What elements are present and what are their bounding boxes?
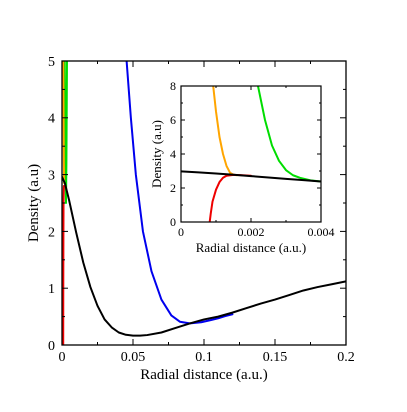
main-y-tick-label: 2 xyxy=(48,225,55,240)
main-series-line-3 xyxy=(62,184,65,345)
inset-x-tick-label: 0.002 xyxy=(238,225,265,239)
inset-y-tick-label: 0 xyxy=(170,215,176,229)
inset-y-tick-label: 2 xyxy=(170,181,176,195)
main-y-tick-label: 3 xyxy=(48,169,55,184)
inset-y-tick-label: 4 xyxy=(170,147,176,161)
inset-series-group xyxy=(181,86,321,222)
inset-x-tick-label: 0 xyxy=(178,225,184,239)
inset-y-tick-label: 6 xyxy=(170,113,176,127)
main-x-tick-label: 0.05 xyxy=(121,350,146,365)
main-y-tick-label: 4 xyxy=(48,112,55,127)
inset-chart: 0 0.002 0.004 0 2 4 6 8 Radial distance (a.u.) De… xyxy=(149,79,335,255)
main-y-axis-label: Density (a.u) xyxy=(26,164,42,242)
main-x-tick-label: 0.2 xyxy=(337,350,355,365)
main-x-axis-label: Radial distance (a.u.) xyxy=(140,367,267,383)
main-x-tick-label: 0.15 xyxy=(263,350,288,365)
inset-y-axis-label: Density (a.u) xyxy=(149,120,164,188)
inset-plot-area xyxy=(181,86,321,222)
main-y-tick-label: 0 xyxy=(48,339,55,354)
inset-x-axis-label: Radial distance (a.u.) xyxy=(196,240,306,255)
main-y-tick-label: 5 xyxy=(48,55,55,70)
inset-series-line-3 xyxy=(181,170,321,183)
main-y-tick-label: 1 xyxy=(48,282,55,297)
main-series-line-2 xyxy=(62,61,66,185)
inset-y-tick-label: 8 xyxy=(170,79,176,93)
main-series-line-4 xyxy=(62,175,346,337)
main-x-tick-label: 0.1 xyxy=(195,350,213,365)
main-series-line-0 xyxy=(125,61,234,325)
inset-x-tick-label: 0.004 xyxy=(308,225,335,239)
main-x-tick-label: 0 xyxy=(59,350,66,365)
